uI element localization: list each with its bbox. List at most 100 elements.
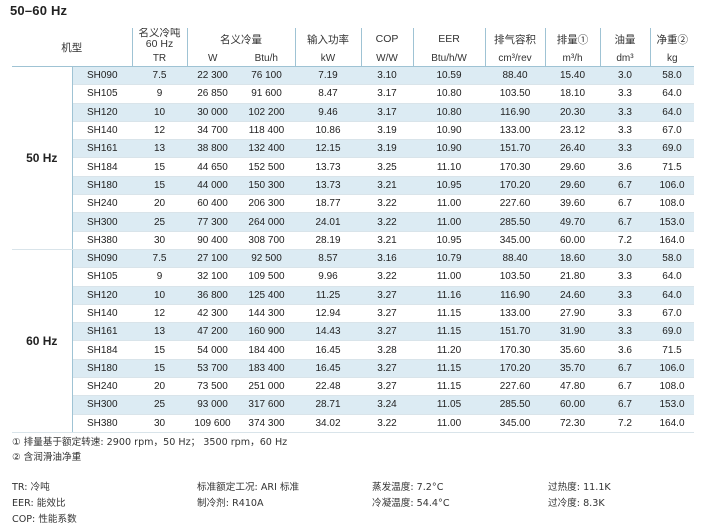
cell-kw: 22.48 xyxy=(295,377,361,397)
cell-displacement: 88.40 xyxy=(485,66,545,86)
cell-cop: 3.28 xyxy=(361,340,413,360)
legend-subcooling: 过冷度: 8.3K xyxy=(548,498,605,509)
cell-btuh: 125 400 xyxy=(238,286,295,305)
cell-watts: 60 400 xyxy=(187,194,238,214)
cell-weight: 164.0 xyxy=(650,231,694,250)
cell-tr: 15 xyxy=(132,340,187,360)
legend-superheat: 过热度: 11.1K xyxy=(548,482,611,493)
cell-cop: 3.22 xyxy=(361,414,413,433)
cell-displacement: 345.00 xyxy=(485,231,545,250)
cell-weight: 58.0 xyxy=(650,66,694,86)
cell-cop: 3.19 xyxy=(361,139,413,159)
cell-weight: 106.0 xyxy=(650,176,694,196)
cell-displacement: 103.50 xyxy=(485,84,545,104)
cell-oil: 3.0 xyxy=(600,249,650,269)
cell-btuh: 308 700 xyxy=(238,231,295,250)
header-weight: 净重② xyxy=(649,28,694,50)
cell-watts: 22 300 xyxy=(187,66,238,86)
unit-cell: W xyxy=(186,50,238,67)
cell-weight: 71.5 xyxy=(650,157,694,177)
cell-swept: 26.40 xyxy=(545,139,600,159)
cell-swept: 15.40 xyxy=(545,66,600,86)
cell-watts: 77 300 xyxy=(187,212,238,232)
cell-btuh: 184 400 xyxy=(238,340,295,360)
cell-model: SH090 xyxy=(72,66,132,86)
cell-weight: 153.0 xyxy=(650,395,694,415)
cell-model: SH140 xyxy=(72,121,132,141)
cell-oil: 3.3 xyxy=(600,84,650,104)
header-nominal-label: 名义冷吨 xyxy=(138,28,181,39)
cell-displacement: 170.30 xyxy=(485,340,545,360)
cell-btuh: 317 600 xyxy=(238,395,295,415)
cell-tr: 13 xyxy=(132,139,187,159)
table-row: SH380 30 90 400 308 700 28.19 3.21 10.95 345.00… xyxy=(12,231,694,250)
cell-displacement: 116.90 xyxy=(485,286,545,305)
cell-oil: 3.3 xyxy=(600,304,650,324)
cell-displacement: 170.20 xyxy=(485,176,545,196)
cell-watts: 42 300 xyxy=(187,304,238,324)
cell-oil: 3.6 xyxy=(600,340,650,360)
table-row: 60 Hz SH090 7.5 27 100 92 500 8.57 3.16 10.79 88… xyxy=(12,249,694,433)
cell-btuh: 150 300 xyxy=(238,176,295,196)
table-row: SH240 20 60 400 206 300 18.77 3.22 11.00 227.60… xyxy=(12,194,694,214)
unit-cell: TR xyxy=(131,50,187,67)
cell-model: SH120 xyxy=(72,286,132,305)
cell-displacement: 345.00 xyxy=(485,414,545,433)
cell-watts: 47 200 xyxy=(187,322,238,342)
cell-model: SH240 xyxy=(72,377,132,397)
cell-btuh: 251 000 xyxy=(238,377,295,397)
cell-eer: 11.15 xyxy=(413,304,485,324)
cell-swept: 60.00 xyxy=(545,395,600,415)
cell-model: SH161 xyxy=(72,139,132,159)
cell-model: SH090 xyxy=(72,249,132,269)
header-nominal: 名义冷吨 60 Hz xyxy=(131,28,187,50)
footnote-2: ② 含润滑油净重 xyxy=(12,452,82,463)
cell-watts: 38 800 xyxy=(187,139,238,159)
cell-displacement: 116.90 xyxy=(485,103,545,122)
cell-swept: 49.70 xyxy=(545,212,600,232)
cell-eer: 10.90 xyxy=(413,139,485,159)
cell-weight: 153.0 xyxy=(650,212,694,232)
header-model: 机型 xyxy=(12,28,132,67)
cell-btuh: 102 200 xyxy=(238,103,295,122)
header-capacity: 名义冷量 xyxy=(186,28,295,50)
cell-cop: 3.24 xyxy=(361,395,413,415)
cell-cop: 3.21 xyxy=(361,176,413,196)
unit-cell: dm³ xyxy=(599,50,650,67)
cell-weight: 69.0 xyxy=(650,322,694,342)
cell-model: SH161 xyxy=(72,322,132,342)
cell-weight: 67.0 xyxy=(650,304,694,324)
cell-oil: 3.3 xyxy=(600,103,650,122)
cell-eer: 11.15 xyxy=(413,322,485,342)
cell-watts: 44 650 xyxy=(187,157,238,177)
cell-tr: 12 xyxy=(132,304,187,324)
cell-tr: 9 xyxy=(132,84,187,104)
cell-eer: 10.95 xyxy=(413,176,485,196)
cell-cop: 3.19 xyxy=(361,121,413,141)
cell-displacement: 227.60 xyxy=(485,377,545,397)
header-cop: COP xyxy=(360,28,413,50)
header-nominal-sub: 60 Hz xyxy=(145,38,174,50)
cell-swept: 18.60 xyxy=(545,249,600,269)
legend-cop: COP: 性能系数 xyxy=(12,514,77,525)
cell-weight: 64.0 xyxy=(650,103,694,122)
cell-kw: 10.86 xyxy=(295,121,361,141)
cell-tr: 7.5 xyxy=(132,66,187,86)
cell-eer: 11.20 xyxy=(413,340,485,360)
cell-tr: 9 xyxy=(132,267,187,287)
cell-model: SH184 xyxy=(72,157,132,177)
cell-tr: 25 xyxy=(132,212,187,232)
cell-displacement: 151.70 xyxy=(485,322,545,342)
unit-cell: m³/h xyxy=(544,50,600,67)
cell-kw: 9.46 xyxy=(295,103,361,122)
cell-weight: 67.0 xyxy=(650,121,694,141)
cell-cop: 3.27 xyxy=(361,286,413,305)
table-row: SH105 9 32 100 109 500 9.96 3.22 11.00 103.50 21… xyxy=(12,267,694,287)
unit-cell: Btu/h/W xyxy=(412,50,485,67)
cell-eer: 11.10 xyxy=(413,157,485,177)
cell-swept: 31.90 xyxy=(545,322,600,342)
cell-model: SH120 xyxy=(72,103,132,122)
table-row: SH140 12 34 700 118 400 10.86 3.19 10.90 133.00… xyxy=(12,121,694,141)
cell-btuh: 374 300 xyxy=(238,414,295,433)
table-row: SH161 13 47 200 160 900 14.43 3.27 11.15 151.70… xyxy=(12,322,694,342)
